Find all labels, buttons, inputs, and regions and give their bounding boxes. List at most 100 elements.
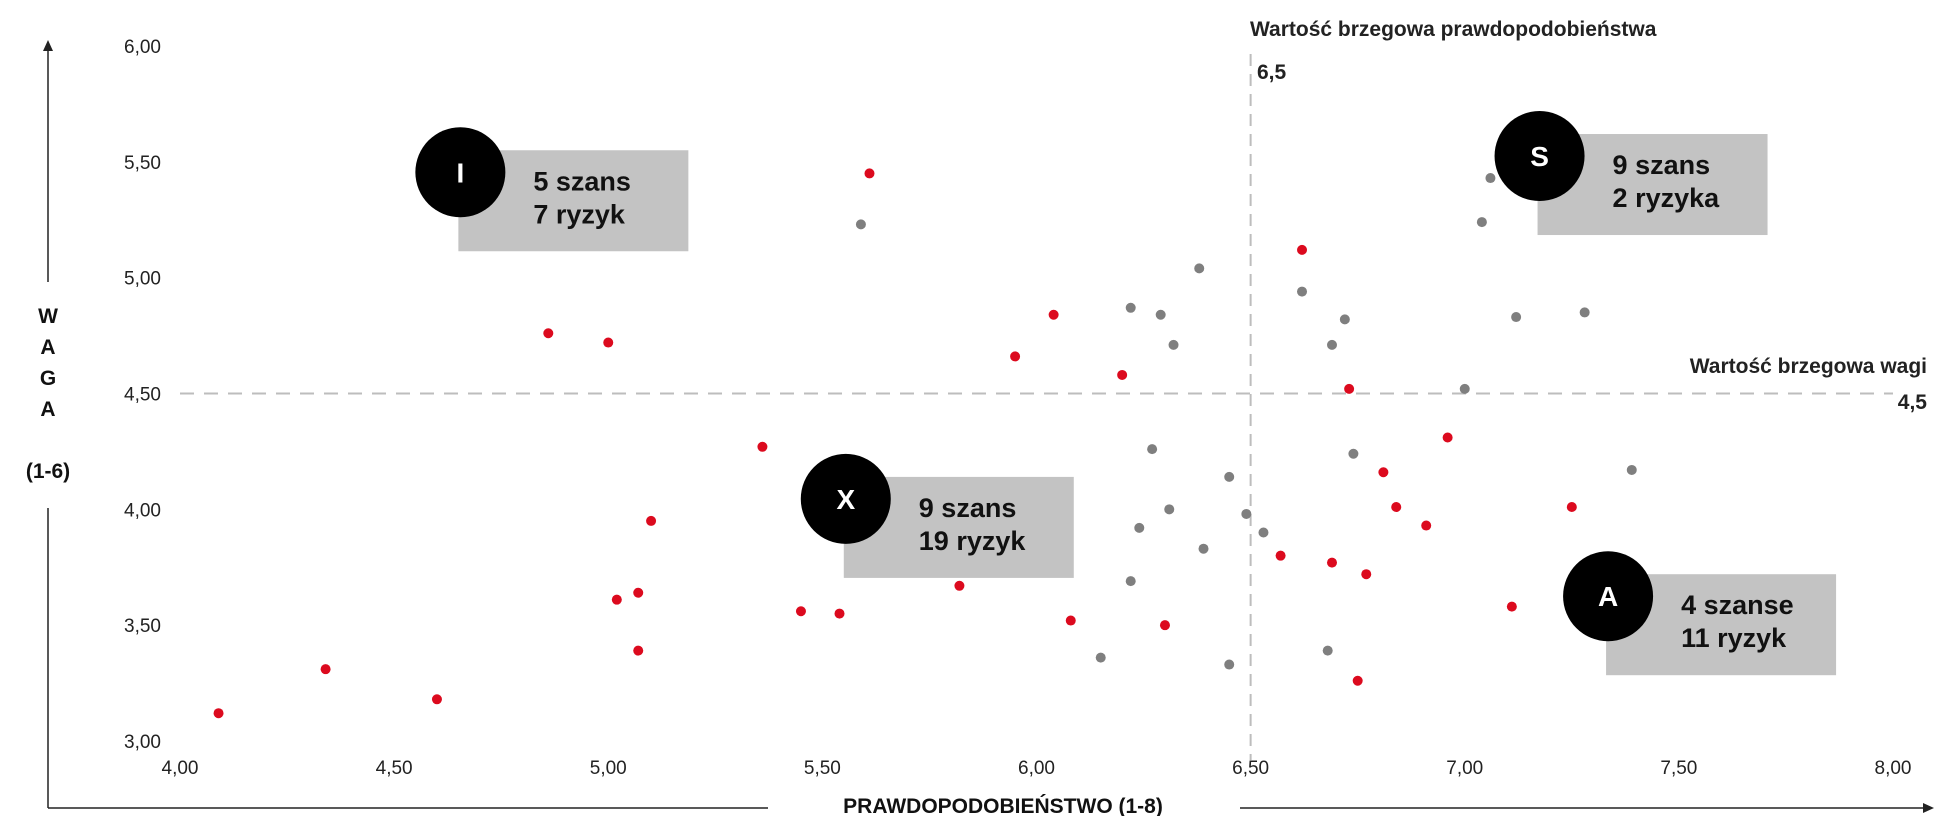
quadrant-opportunities-count: 9 szans	[1613, 150, 1711, 180]
data-point-gray	[1476, 217, 1487, 228]
y-axis	[43, 40, 53, 808]
data-point-red	[320, 664, 331, 675]
data-point-red	[431, 694, 442, 705]
data-point-red	[954, 580, 965, 591]
data-point-gray	[1155, 309, 1166, 320]
data-point-gray	[1579, 307, 1590, 318]
data-point-red	[646, 515, 657, 526]
x-tick-label: 7,50	[1660, 758, 1697, 779]
data-point-red	[1391, 502, 1402, 513]
y-axis-arrow-icon	[43, 40, 53, 51]
data-point-gray	[1485, 173, 1496, 184]
quadrant-badge-letter: A	[1598, 581, 1618, 612]
data-point-red	[633, 587, 644, 598]
data-point-red	[1065, 615, 1076, 626]
data-point-red	[633, 645, 644, 656]
y-tick-label: 5,00	[124, 269, 161, 290]
quadrant-I-annotation: I 5 szans 7 ryzyk	[415, 127, 689, 252]
data-point-gray	[1241, 508, 1252, 519]
data-point-gray	[1459, 383, 1470, 394]
x-tick-label: 4,00	[162, 758, 199, 779]
y-axis-title-letter: W	[38, 305, 58, 328]
data-point-red	[213, 708, 224, 719]
data-point-red	[1421, 520, 1432, 531]
data-point-gray	[1134, 522, 1145, 533]
x-axis-title: PRAWDOPODOBIEŃSTWO (1-8)	[843, 795, 1163, 816]
data-point-red	[1159, 620, 1170, 631]
data-point-gray	[1348, 448, 1359, 459]
data-point-red	[1506, 601, 1517, 612]
data-point-gray	[1198, 543, 1209, 554]
data-point-red	[1010, 351, 1021, 362]
data-point-red	[1297, 244, 1308, 255]
data-point-gray	[1326, 339, 1337, 350]
y-tick-label: 3,00	[124, 732, 161, 753]
data-point-gray	[1095, 652, 1106, 663]
y-axis-title-letter: G	[40, 367, 56, 390]
data-point-gray	[1194, 263, 1205, 274]
data-point-red	[1048, 309, 1059, 320]
data-point-red	[543, 328, 554, 339]
quadrant-A-annotation: A 4 szanse 11 ryzyk	[1563, 551, 1837, 676]
quadrant-badge	[1563, 551, 1654, 642]
weight-threshold-label: Wartość brzegowa wagi	[1690, 355, 1927, 378]
data-point-gray	[1125, 576, 1136, 587]
data-point-red	[864, 168, 875, 179]
quadrant-risks-count: 7 ryzyk	[533, 199, 626, 229]
data-point-red	[1275, 550, 1286, 561]
data-point-red	[834, 608, 845, 619]
data-point-red	[1352, 675, 1363, 686]
y-axis-title: W A G A (1-6)	[26, 305, 70, 483]
data-point-red	[795, 606, 806, 617]
quadrant-badge-letter: S	[1530, 141, 1549, 172]
data-point-gray	[1125, 302, 1136, 313]
quadrant-risks-count: 2 ryzyka	[1613, 183, 1721, 213]
weight-threshold-value: 4,5	[1898, 391, 1928, 414]
y-tick-label: 6,00	[124, 37, 161, 58]
x-tick-label: 7,00	[1446, 758, 1483, 779]
quadrant-X-annotation: X 9 szans 19 ryzyk	[800, 453, 1074, 578]
y-tick-label: 4,00	[124, 500, 161, 521]
quadrant-badge-letter: X	[836, 484, 855, 515]
y-tick-label: 4,50	[124, 385, 161, 406]
data-point-gray	[1339, 314, 1350, 325]
quadrant-badge	[415, 127, 506, 218]
data-point-gray	[1258, 527, 1269, 538]
data-point-gray	[1297, 286, 1308, 297]
quadrant-risks-count: 11 ryzyk	[1681, 623, 1787, 653]
data-point-gray	[1224, 471, 1235, 482]
quadrant-badge	[1494, 111, 1585, 202]
y-axis-title-letter: A	[40, 336, 55, 359]
data-point-red	[611, 594, 622, 605]
x-tick-labels: 4,00 4,50 5,00 5,50 6,00 6,50 7,00 7,50 …	[162, 758, 1912, 779]
data-point-red	[1361, 569, 1372, 580]
probability-threshold-label: Wartość brzegowa prawdopodobieństwa	[1250, 18, 1657, 41]
data-point-gray	[1168, 339, 1179, 350]
data-point-gray	[855, 219, 866, 230]
data-point-gray	[1147, 444, 1158, 455]
quadrant-opportunities-count: 9 szans	[919, 493, 1017, 523]
data-point-gray	[1626, 464, 1637, 475]
quadrant-opportunities-count: 4 szanse	[1681, 590, 1794, 620]
x-tick-label: 5,50	[804, 758, 841, 779]
data-point-red	[603, 337, 614, 348]
quadrant-opportunities-count: 5 szans	[533, 166, 631, 196]
probability-threshold-value: 6,5	[1257, 61, 1287, 84]
data-point-red	[757, 441, 768, 452]
data-points	[213, 168, 1637, 719]
x-tick-label: 5,00	[590, 758, 627, 779]
y-tick-labels: 3,00 3,50 4,00 4,50 5,00 5,50 6,00	[124, 37, 161, 753]
y-axis-title-letter: A	[40, 398, 55, 421]
data-point-red	[1326, 557, 1337, 568]
data-point-gray	[1224, 659, 1235, 670]
data-point-gray	[1164, 504, 1175, 515]
y-tick-label: 3,50	[124, 616, 161, 637]
data-point-gray	[1511, 312, 1522, 323]
data-point-red	[1442, 432, 1453, 443]
data-point-red	[1566, 502, 1577, 513]
x-tick-label: 4,50	[376, 758, 413, 779]
x-axis	[48, 803, 1934, 813]
y-tick-label: 5,50	[124, 153, 161, 174]
data-point-gray	[1322, 645, 1333, 656]
